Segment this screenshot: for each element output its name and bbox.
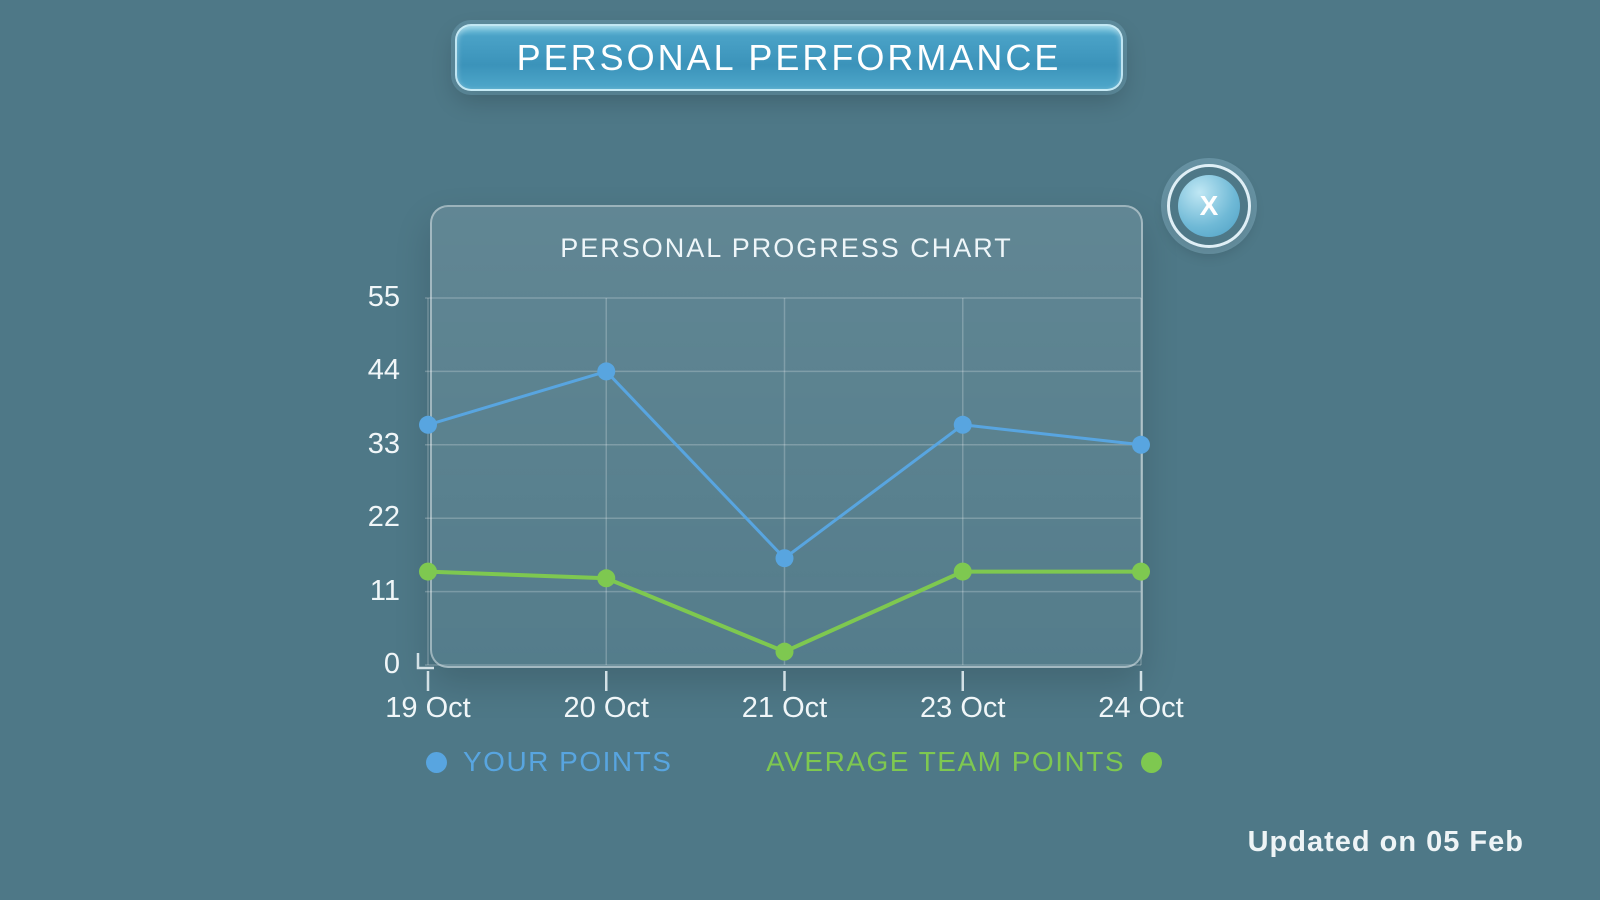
personal-performance-banner[interactable]: PERSONAL PERFORMANCE bbox=[455, 24, 1123, 91]
chart-legend: YOUR POINTS AVERAGE TEAM POINTS bbox=[426, 742, 1162, 782]
close-icon: X bbox=[1178, 175, 1240, 237]
chart-title: PERSONAL PROGRESS CHART bbox=[560, 233, 1013, 263]
updated-timestamp: Updated on 05 Feb bbox=[1247, 826, 1524, 858]
x-axis-tick-label: 23 Oct bbox=[920, 692, 1006, 724]
y-axis-tick-label: 0 bbox=[383, 648, 400, 680]
x-axis-tick-label: 21 Oct bbox=[741, 692, 828, 724]
x-axis-tick-label: 24 Oct bbox=[1098, 692, 1184, 724]
your-points-label: YOUR POINTS bbox=[463, 746, 673, 777]
your-points-dot-icon bbox=[426, 751, 447, 773]
x-axis-tick-label: 19 Oct bbox=[385, 692, 471, 724]
x-axis-labels: 19 Oct 20 Oct 21 Oct 23 Oct 24 Oct bbox=[0, 692, 1600, 732]
y-axis-tick-label: 33 bbox=[367, 427, 400, 460]
y-axis-tick-label: 55 bbox=[367, 281, 400, 313]
x-axis-tick-label: 20 Oct bbox=[563, 692, 649, 724]
team-points-dot-icon bbox=[1141, 751, 1162, 773]
legend-team-points: AVERAGE TEAM POINTS bbox=[766, 746, 1162, 778]
y-axis-tick-label: 22 bbox=[367, 501, 400, 534]
chart-panel: PERSONAL PROGRESS CHART bbox=[430, 205, 1143, 668]
banner-label: PERSONAL PERFORMANCE bbox=[516, 36, 1062, 78]
close-button[interactable]: X bbox=[1167, 164, 1251, 248]
y-axis-tick-label: 11 bbox=[369, 574, 400, 607]
team-points-label: AVERAGE TEAM POINTS bbox=[766, 746, 1125, 777]
legend-your-points: YOUR POINTS bbox=[426, 746, 672, 778]
y-axis-tick-label: 44 bbox=[367, 354, 400, 387]
